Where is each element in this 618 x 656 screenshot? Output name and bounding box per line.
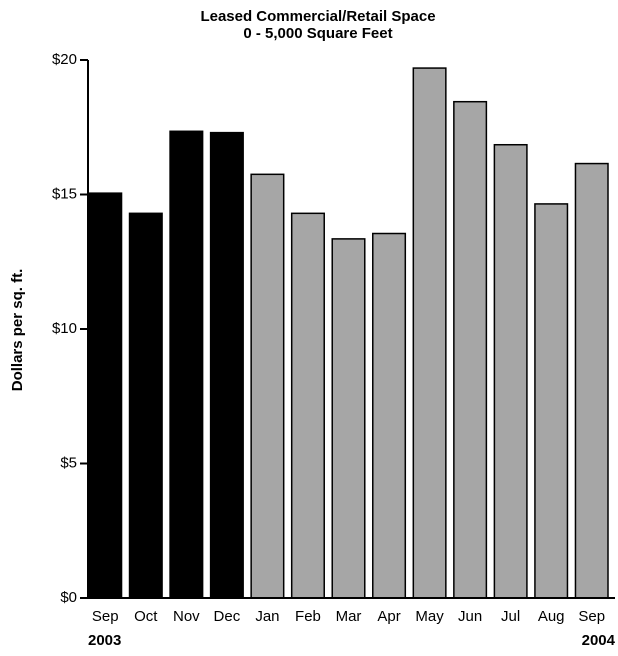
bar [331, 238, 366, 599]
x-tick-label: Jun [458, 608, 482, 625]
bar [372, 232, 407, 599]
y-tick-label: $5 [60, 454, 77, 471]
x-tick-label: Jan [255, 608, 279, 625]
bar [574, 162, 609, 599]
bar [412, 67, 447, 599]
x-tick-label: Nov [173, 608, 200, 625]
bar [534, 203, 569, 599]
x-tick-label: Jul [501, 608, 520, 625]
bar [290, 212, 325, 599]
y-tick-label: $20 [52, 51, 77, 68]
chart-subtitle: 0 - 5,000 Square Feet [243, 25, 392, 42]
x-tick-label: Oct [134, 608, 158, 625]
y-tick-label: $10 [52, 320, 77, 337]
bar [250, 173, 285, 599]
bar [209, 131, 244, 599]
x-tick-label: Dec [214, 608, 241, 625]
x-tick-label: Apr [377, 608, 400, 625]
annotation: 2003 [88, 632, 121, 649]
bar [453, 100, 488, 599]
x-tick-label: Aug [538, 608, 565, 625]
x-tick-label: Sep [92, 608, 119, 625]
x-tick-label: Feb [295, 608, 321, 625]
bar [493, 143, 528, 599]
y-tick-label: $15 [52, 185, 77, 202]
y-axis-label: Dollars per sq. ft. [9, 269, 26, 392]
chart-title: Leased Commercial/Retail Space [200, 8, 435, 25]
x-tick-label: Mar [336, 608, 362, 625]
bar [169, 130, 204, 599]
x-tick-label: Sep [578, 608, 605, 625]
bar [88, 192, 123, 599]
x-tick-label: May [415, 608, 444, 625]
bar [128, 212, 163, 599]
annotation: 2004 [582, 632, 616, 649]
y-tick-label: $0 [60, 589, 77, 606]
